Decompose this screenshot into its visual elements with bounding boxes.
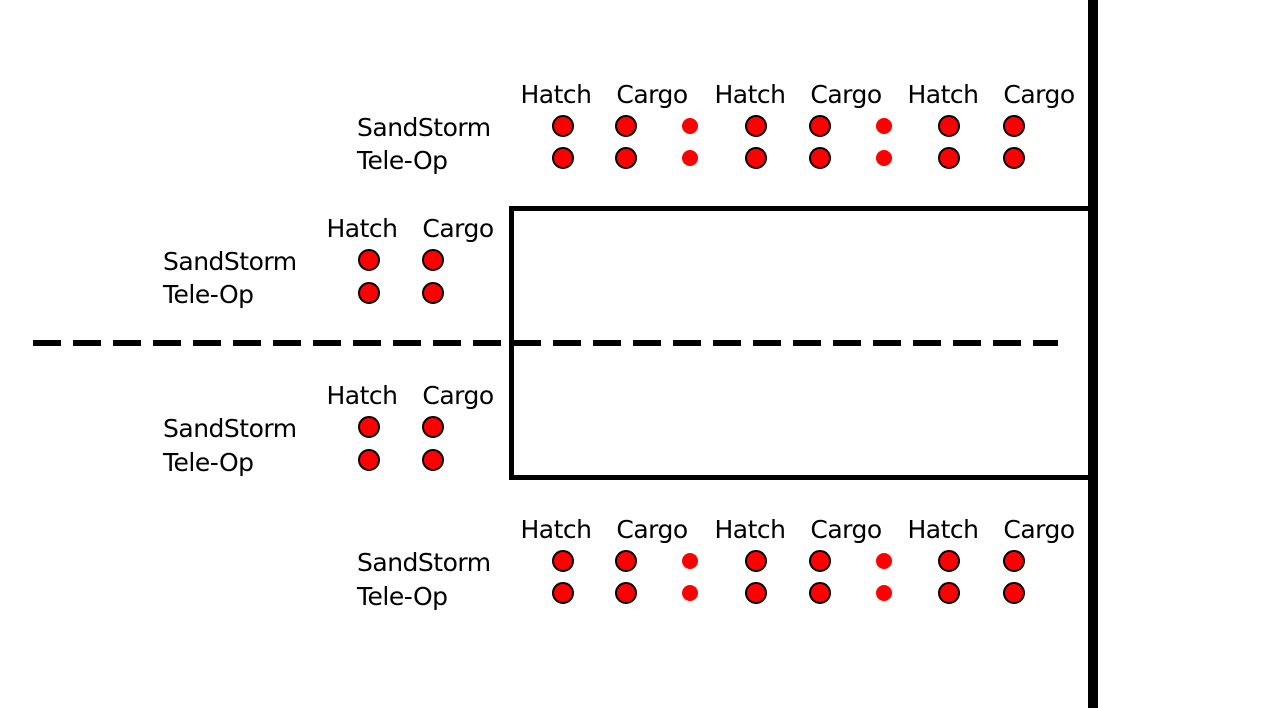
top-row-label-sandstorm: SandStorm — [357, 113, 491, 142]
top-sandstorm-divider-2-indicator — [876, 118, 892, 134]
bottom-teleop-divider-1-indicator — [682, 585, 698, 601]
bottom-sandstorm-hatch-3-indicator[interactable] — [938, 550, 960, 572]
bottom-sandstorm-cargo-3-indicator[interactable] — [1003, 550, 1025, 572]
upper-left-row-label-teleop: Tele-Op — [163, 280, 254, 309]
lower-left-teleop-cargo-indicator[interactable] — [422, 449, 444, 471]
bottom-col-header-2: Cargo — [616, 515, 688, 544]
center-dashed-line — [33, 340, 1058, 346]
top-sandstorm-hatch-1-indicator[interactable] — [552, 115, 574, 137]
bottom-sandstorm-divider-2-indicator — [876, 553, 892, 569]
bottom-teleop-hatch-1-indicator[interactable] — [552, 582, 574, 604]
lower-left-col-header-cargo: Cargo — [422, 381, 494, 410]
top-teleop-cargo-3-indicator[interactable] — [1003, 147, 1025, 169]
right-wall-line — [1088, 0, 1098, 708]
upper-left-sandstorm-hatch-indicator[interactable] — [358, 249, 380, 271]
top-col-header-5: Hatch — [907, 80, 979, 109]
top-col-header-2: Cargo — [616, 80, 688, 109]
top-teleop-divider-1-indicator — [682, 150, 698, 166]
top-teleop-hatch-2-indicator[interactable] — [745, 147, 767, 169]
top-col-header-6: Cargo — [1003, 80, 1075, 109]
bottom-teleop-cargo-3-indicator[interactable] — [1003, 582, 1025, 604]
lower-left-col-header-hatch: Hatch — [326, 381, 398, 410]
bottom-row-label-teleop: Tele-Op — [357, 582, 448, 611]
bottom-teleop-hatch-2-indicator[interactable] — [745, 582, 767, 604]
bottom-col-header-3: Hatch — [714, 515, 786, 544]
bottom-sandstorm-hatch-1-indicator[interactable] — [552, 550, 574, 572]
top-sandstorm-cargo-1-indicator[interactable] — [615, 115, 637, 137]
top-sandstorm-cargo-3-indicator[interactable] — [1003, 115, 1025, 137]
bottom-teleop-cargo-2-indicator[interactable] — [809, 582, 831, 604]
top-col-header-1: Hatch — [520, 80, 592, 109]
lower-left-sandstorm-hatch-indicator[interactable] — [358, 416, 380, 438]
top-sandstorm-hatch-2-indicator[interactable] — [745, 115, 767, 137]
top-sandstorm-divider-1-indicator — [682, 118, 698, 134]
bottom-row-label-sandstorm: SandStorm — [357, 548, 491, 577]
bottom-sandstorm-divider-1-indicator — [682, 553, 698, 569]
bottom-sandstorm-cargo-1-indicator[interactable] — [615, 550, 637, 572]
bottom-teleop-cargo-1-indicator[interactable] — [615, 582, 637, 604]
upper-left-sandstorm-cargo-indicator[interactable] — [422, 249, 444, 271]
lower-left-row-label-sandstorm: SandStorm — [163, 414, 297, 443]
upper-left-col-header-hatch: Hatch — [326, 214, 398, 243]
top-teleop-hatch-3-indicator[interactable] — [938, 147, 960, 169]
top-sandstorm-cargo-2-indicator[interactable] — [809, 115, 831, 137]
top-row-label-teleop: Tele-Op — [357, 146, 448, 175]
bottom-col-header-5: Hatch — [907, 515, 979, 544]
upper-left-col-header-cargo: Cargo — [422, 214, 494, 243]
top-teleop-hatch-1-indicator[interactable] — [552, 147, 574, 169]
bottom-col-header-6: Cargo — [1003, 515, 1075, 544]
bottom-teleop-divider-2-indicator — [876, 585, 892, 601]
lower-left-sandstorm-cargo-indicator[interactable] — [422, 416, 444, 438]
bottom-sandstorm-cargo-2-indicator[interactable] — [809, 550, 831, 572]
bottom-teleop-hatch-3-indicator[interactable] — [938, 582, 960, 604]
lower-left-row-label-teleop: Tele-Op — [163, 448, 254, 477]
upper-left-row-label-sandstorm: SandStorm — [163, 247, 297, 276]
top-col-header-4: Cargo — [810, 80, 882, 109]
top-col-header-3: Hatch — [714, 80, 786, 109]
upper-left-teleop-cargo-indicator[interactable] — [422, 282, 444, 304]
top-teleop-divider-2-indicator — [876, 150, 892, 166]
top-teleop-cargo-1-indicator[interactable] — [615, 147, 637, 169]
upper-left-teleop-hatch-indicator[interactable] — [358, 282, 380, 304]
top-teleop-cargo-2-indicator[interactable] — [809, 147, 831, 169]
bottom-col-header-4: Cargo — [810, 515, 882, 544]
lower-left-teleop-hatch-indicator[interactable] — [358, 449, 380, 471]
top-sandstorm-hatch-3-indicator[interactable] — [938, 115, 960, 137]
bottom-sandstorm-hatch-2-indicator[interactable] — [745, 550, 767, 572]
bottom-col-header-1: Hatch — [520, 515, 592, 544]
